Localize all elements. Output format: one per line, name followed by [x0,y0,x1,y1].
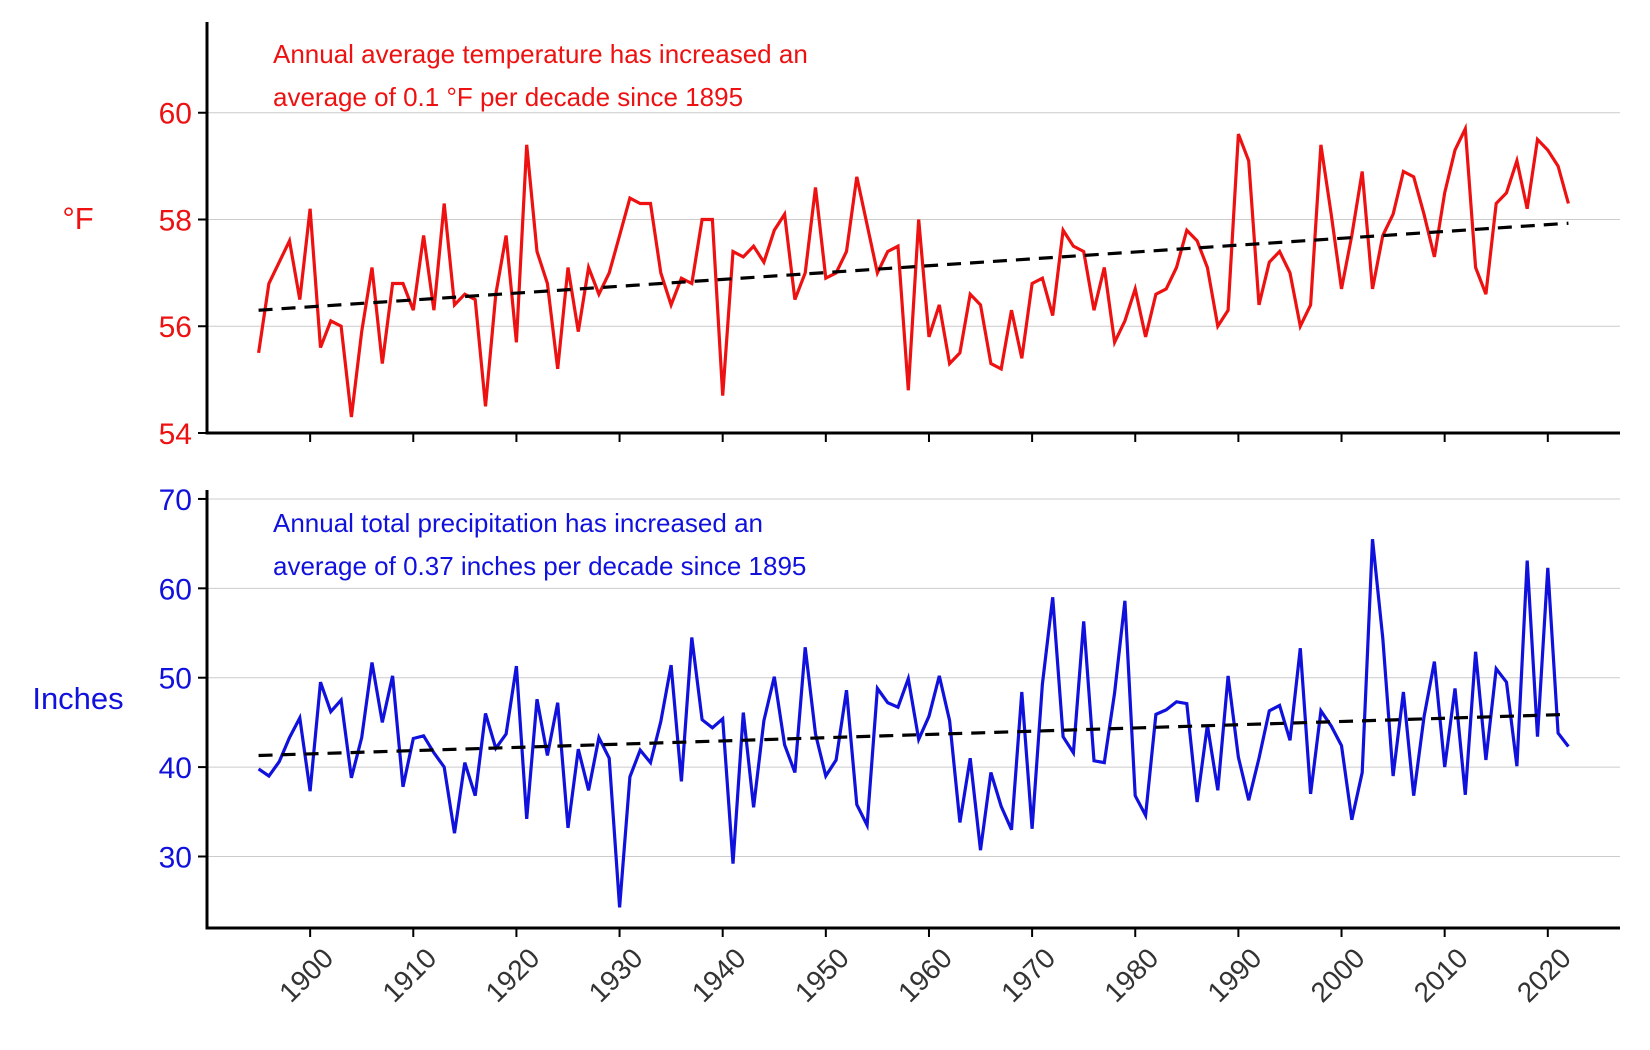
y-tick-label: 70 [159,484,192,517]
x-tick-label: 2010 [1408,942,1474,1008]
y-axis-label: °F [62,201,93,236]
x-tick-label: 1990 [1202,942,1268,1008]
y-tick-label: 40 [159,752,192,785]
y-tick-label: 60 [159,98,192,131]
annotation-line: Annual average temperature has increased… [273,39,808,69]
y-axis-label: Inches [32,681,123,716]
x-tick-label: 1980 [1098,942,1164,1008]
x-tick-label: 1950 [789,942,855,1008]
y-tick-label: 30 [159,841,192,874]
y-tick-label: 56 [159,311,192,344]
x-tick-label: 1900 [273,942,339,1008]
temperature-panel: 54 56 58 60 °F Annual average temperature has… [62,22,1620,451]
annotation-line: average of 0.1 °F per decade since 1895 [273,82,743,112]
x-tick-label: 2000 [1305,942,1371,1008]
y-tick-label: 54 [159,418,192,451]
x-tick-label: 1960 [892,942,958,1008]
annotation-line: Annual total precipitation has increased… [273,508,763,538]
y-tick-label: 58 [159,204,192,237]
trend-line [258,712,1569,758]
x-tick-label: 1930 [583,942,649,1008]
precipitation-series-line [257,539,1570,908]
x-tick-label: 1970 [995,942,1061,1008]
x-tick-label: 1910 [376,942,442,1008]
x-tick-label: 1940 [686,942,752,1008]
x-tick-label: 2020 [1511,942,1577,1008]
x-tick-label: 1920 [480,942,546,1008]
precipitation-panel: 30 40 50 60 70 Inches Annual total precipitati… [32,484,1620,937]
y-tick-label: 50 [159,663,192,696]
x-axis: 1900 1910 1920 1930 1940 1950 1960 1970 1980 1990… [273,942,1577,1008]
annotation-line: average of 0.37 inches per decade since … [273,551,806,581]
trend-line [258,221,1569,312]
y-tick-label: 60 [159,573,192,606]
temperature-series-line [257,122,1570,418]
